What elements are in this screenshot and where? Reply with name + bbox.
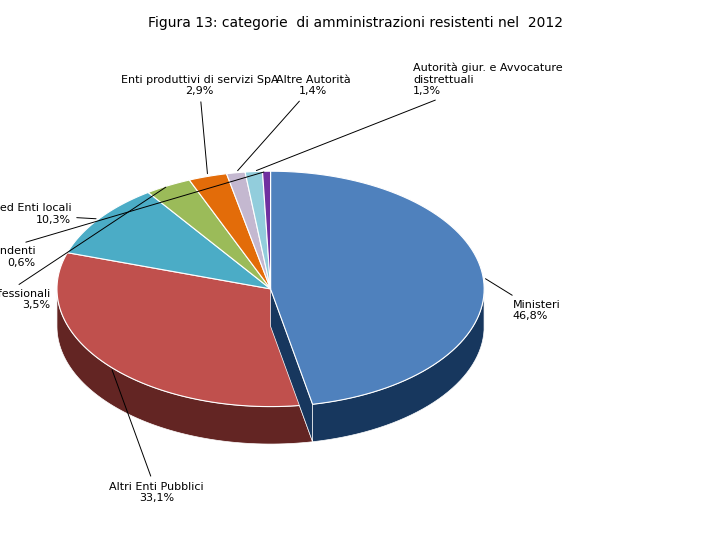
Text: Altri Enti Pubblici
33,1%: Altri Enti Pubblici 33,1% xyxy=(110,370,204,503)
Text: Figura 13: categorie  di amministrazioni resistenti nel  2012: Figura 13: categorie di amministrazioni … xyxy=(149,16,563,30)
Polygon shape xyxy=(271,289,313,442)
Polygon shape xyxy=(313,293,484,442)
Text: Autorità Indipendenti
0,6%: Autorità Indipendenti 0,6% xyxy=(0,172,264,268)
Text: Ordini Professionali
3,5%: Ordini Professionali 3,5% xyxy=(0,187,166,310)
Text: Enti produttivi di servizi SpA
2,9%: Enti produttivi di servizi SpA 2,9% xyxy=(120,75,278,174)
Polygon shape xyxy=(245,171,271,289)
Text: Autorità giur. e Avvocature
distrettuali
1,3%: Autorità giur. e Avvocature distrettuali… xyxy=(256,63,562,171)
Text: Altre Autorità
1,4%: Altre Autorità 1,4% xyxy=(238,75,350,171)
Polygon shape xyxy=(68,193,271,289)
Polygon shape xyxy=(271,289,313,442)
Polygon shape xyxy=(148,180,271,289)
Polygon shape xyxy=(226,172,271,289)
Polygon shape xyxy=(57,253,313,407)
Polygon shape xyxy=(263,171,271,289)
Polygon shape xyxy=(189,174,271,289)
Text: Ministeri
46,8%: Ministeri 46,8% xyxy=(486,279,560,321)
Polygon shape xyxy=(271,171,484,404)
Polygon shape xyxy=(57,289,313,444)
Text: Regioni ed Enti locali
10,3%: Regioni ed Enti locali 10,3% xyxy=(0,203,96,225)
